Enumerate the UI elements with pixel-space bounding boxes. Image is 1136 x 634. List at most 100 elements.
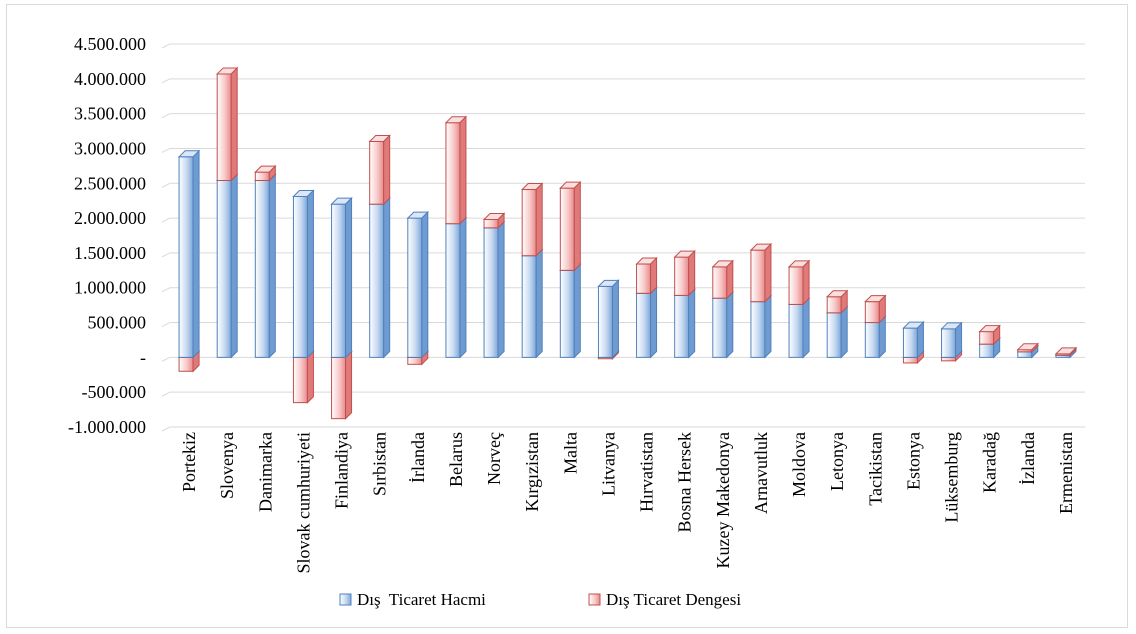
- bar-volume: [482, 220, 506, 359]
- x-tick-label: Slovak cumhuriyeti: [293, 432, 313, 573]
- bar-balance-side: [268, 164, 276, 182]
- bar-balance-front: [216, 73, 232, 181]
- bar-balance-side: [1031, 342, 1039, 353]
- bar-balance-side: [688, 249, 696, 297]
- gridline-depth: [161, 113, 171, 119]
- x-tick-label: Tacikistan: [865, 432, 885, 506]
- legend-label: Dış Ticaret Hacmi: [357, 590, 486, 609]
- bar-balance-front: [788, 266, 804, 305]
- x-tick-label: Arnavutluk: [751, 432, 771, 514]
- bar-balance: [1054, 346, 1078, 357]
- bar-balance-side: [230, 66, 238, 182]
- bar-volume-front: [559, 269, 575, 358]
- bar-volume-side: [573, 263, 581, 359]
- bar-volume-front: [941, 328, 957, 358]
- bar-volume-front: [178, 156, 194, 358]
- x-tick-label: Litvanya: [598, 432, 618, 496]
- bar-volume-front: [636, 292, 652, 358]
- x-tick-label: Kuzey Makedonya: [713, 432, 733, 568]
- gridline-depth: [161, 43, 171, 49]
- x-tick-label: Finlandiya: [332, 432, 352, 509]
- bar-volume-front: [292, 196, 308, 358]
- bar-volume-side: [764, 294, 772, 359]
- bar-balance-front: [826, 296, 842, 314]
- bar-balance-front: [521, 189, 537, 257]
- bar-volume-front: [712, 297, 728, 358]
- bar-volume-side: [840, 305, 848, 359]
- bar-balance: [215, 66, 239, 182]
- bar-balance: [368, 134, 391, 206]
- x-tick-label: Hırvatistan: [637, 432, 657, 512]
- bar-balance-front: [331, 356, 347, 420]
- bar-volume: [254, 173, 277, 359]
- bar-volume-side: [383, 196, 391, 359]
- bar-balance-side: [993, 324, 1001, 346]
- bar-balance-front: [559, 187, 575, 271]
- bar-volume: [368, 196, 391, 359]
- bar-balance-front: [445, 122, 461, 225]
- bar-balance-side: [497, 212, 505, 230]
- bar-volume-side: [497, 220, 505, 359]
- bar-volume-side: [306, 189, 314, 359]
- y-tick-label: 4.000.000: [74, 69, 146, 89]
- y-tick-label: 1.500.000: [74, 243, 146, 263]
- bar-volume: [787, 297, 811, 359]
- bar-balance: [254, 164, 277, 182]
- x-tick-label: Portekiz: [179, 432, 199, 492]
- bar-volume: [635, 286, 658, 359]
- bar-volume-side: [192, 149, 200, 359]
- bar-balance-front: [178, 356, 194, 372]
- bar-volume-front: [750, 301, 766, 358]
- bar-balance: [330, 350, 353, 420]
- bar-balance-front: [902, 356, 918, 364]
- x-tick-label: Norveç: [484, 432, 504, 485]
- bar-volume-side: [650, 286, 658, 359]
- bar-volume: [559, 263, 582, 359]
- bar-balance-front: [750, 249, 766, 303]
- bar-volume: [749, 294, 773, 359]
- gridline-depth: [161, 217, 171, 223]
- bar-volume-side: [345, 196, 353, 359]
- gridline-depth: [161, 287, 171, 293]
- bar-balance-side: [764, 242, 772, 303]
- bar-volume-front: [407, 217, 423, 358]
- bar-balance-side: [878, 294, 886, 324]
- bar-volume: [406, 210, 430, 359]
- bar-balance-side: [726, 259, 734, 300]
- bar-balance-side: [459, 115, 467, 225]
- grid-lines: [161, 43, 1085, 432]
- bar-balance-side: [573, 180, 581, 272]
- x-tick-label: İzlanda: [1018, 432, 1038, 485]
- bar-volume-front: [826, 312, 842, 358]
- legend: Dış Ticaret Hacmi Dış Ticaret Dengesi: [339, 590, 741, 609]
- x-tick-label: Lüksemburg: [942, 432, 962, 523]
- bar-balance: [711, 259, 735, 300]
- gridline-depth: [161, 78, 171, 84]
- bar-balance: [559, 180, 582, 272]
- bar-volume-side: [878, 315, 886, 359]
- x-tick-label: Slovenya: [217, 432, 237, 499]
- bar-volume-side: [268, 173, 276, 359]
- legend-label: Dış Ticaret Dengesi: [606, 590, 741, 609]
- x-tick-label: Sırbistan: [370, 432, 390, 496]
- bar-balance-side: [1069, 346, 1077, 357]
- bar-volume-side: [688, 288, 696, 359]
- y-tick-label: 1.000.000: [74, 278, 146, 298]
- bar-volume-front: [331, 203, 347, 358]
- x-tick-label: Bosna Hersek: [675, 432, 695, 532]
- y-axis: 4.500.000 4.000.000 3.500.000 3.000.000 2.50…: [68, 34, 146, 437]
- gridline-depth: [161, 391, 171, 397]
- bar-volume-front: [979, 343, 995, 358]
- gridline-depth: [161, 426, 171, 432]
- bar-balance-front: [712, 266, 728, 299]
- bar-balance-front: [674, 256, 690, 296]
- bar-volume-front: [254, 179, 270, 358]
- y-tick-label: -1.000.000: [68, 417, 146, 437]
- bar-volume-side: [459, 216, 467, 359]
- bar-balance: [825, 289, 849, 315]
- bar-balance-front: [369, 140, 385, 205]
- gridline-depth: [161, 322, 171, 327]
- x-tick-label: Moldova: [789, 432, 809, 497]
- y-tick-label: 2.500.000: [74, 173, 146, 193]
